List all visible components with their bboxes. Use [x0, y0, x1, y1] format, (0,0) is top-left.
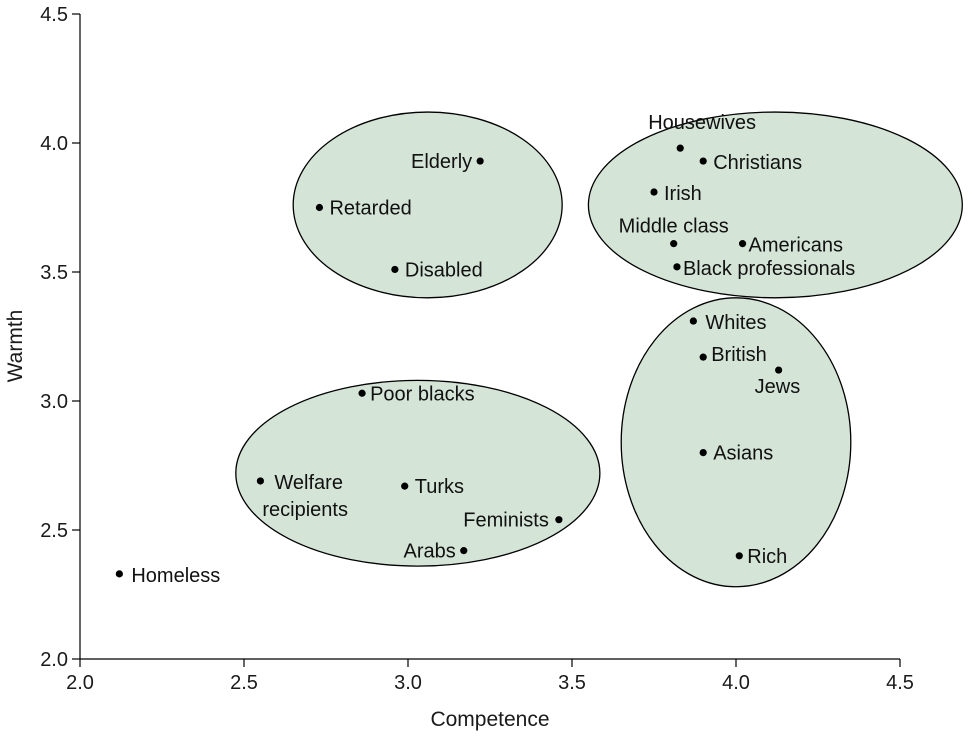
point-disabled [391, 265, 399, 274]
label-black-professionals: Black professionals [683, 258, 855, 280]
x-axis-title: Competence [430, 708, 549, 731]
point-rich [735, 552, 743, 560]
data-points [115, 144, 783, 578]
y-tick-label: 2.0 [40, 649, 68, 671]
y-tick-label: 4.0 [40, 133, 68, 155]
label-welfare-recipients: Welfare recipients [262, 472, 348, 521]
cluster-ellipse [292, 111, 563, 299]
label-british: British [711, 344, 767, 366]
point-middle-class [670, 240, 678, 248]
x-tick-label: 3.5 [558, 672, 586, 694]
point-housewives [676, 144, 684, 152]
point-poor-blacks [358, 389, 366, 397]
point-homeless [115, 570, 123, 578]
label-middle-class: Middle class [619, 216, 729, 238]
point-asians [699, 449, 707, 457]
point-welfare-recipients [256, 477, 264, 485]
point-jews [775, 366, 783, 374]
cluster-ellipse [587, 111, 963, 299]
x-tick-label: 4.5 [886, 672, 914, 694]
label-asians: Asians [713, 443, 773, 465]
label-christians: Christians [713, 152, 802, 174]
label-whites: Whites [705, 312, 766, 334]
y-axis-title: Warmth [4, 310, 27, 383]
label-jews: Jews [755, 376, 801, 398]
y-tick-label: 3.0 [40, 391, 68, 413]
point-elderly [476, 157, 484, 165]
point-christians [699, 157, 707, 165]
point-turks [401, 482, 409, 490]
label-rich: Rich [747, 546, 787, 568]
axes [79, 14, 900, 660]
point-labels: Housewives Christians Irish Middle class Ame… [131, 112, 855, 587]
x-tick-label: 2.5 [230, 672, 258, 694]
label-turks: Turks [415, 476, 464, 498]
label-homeless: Homeless [131, 565, 220, 587]
point-whites [689, 317, 697, 325]
cluster-ellipse [620, 297, 852, 588]
point-black-professionals [673, 263, 681, 271]
label-retarded: Retarded [329, 198, 411, 220]
cluster-ellipse [235, 379, 601, 567]
x-tick-label: 4.0 [722, 672, 750, 694]
label-disabled: Disabled [405, 259, 483, 281]
y-tick-label: 4.5 [40, 4, 68, 26]
label-poor-blacks: Poor blacks [370, 383, 475, 405]
label-housewives: Housewives [648, 112, 756, 134]
axis-ticks: 2.0 2.5 3.0 3.5 4.0 4.5 2.0 2.5 3.0 3.5 4.0 4.5 [40, 4, 914, 694]
cluster-ellipses [235, 111, 963, 588]
point-retarded [315, 203, 324, 212]
label-americans: Americans [749, 235, 843, 257]
x-tick-label: 3.0 [394, 672, 422, 694]
point-arabs [460, 547, 468, 555]
point-americans [738, 240, 747, 248]
label-elderly: Elderly [411, 151, 472, 173]
y-tick-label: 2.5 [40, 520, 68, 542]
label-irish: Irish [664, 183, 702, 205]
label-feminists: Feminists [463, 510, 549, 532]
x-tick-label: 2.0 [66, 672, 94, 694]
point-feminists [555, 516, 563, 524]
y-tick-label: 3.5 [40, 262, 68, 284]
point-irish [650, 188, 658, 196]
point-british [699, 353, 707, 361]
label-arabs: Arabs [404, 541, 456, 563]
